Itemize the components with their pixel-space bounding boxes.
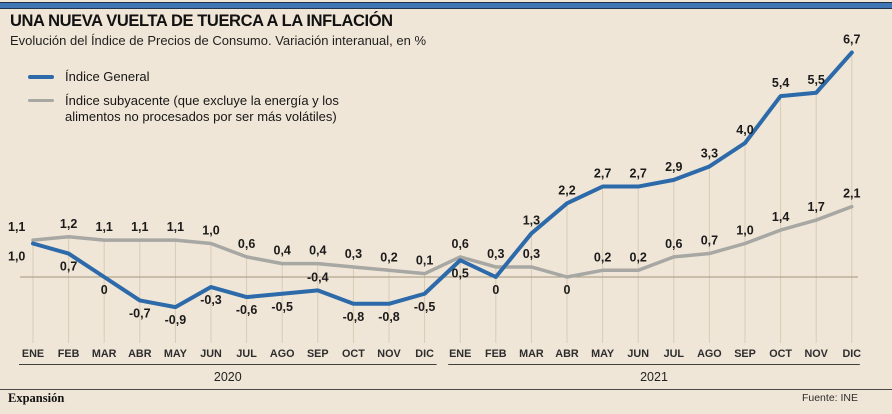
- data-label: 0,3: [523, 247, 540, 261]
- data-label: 0,6: [238, 237, 255, 251]
- data-label: 1,0: [736, 224, 753, 238]
- month-label: JUL: [664, 348, 685, 360]
- publisher-logo: Expansión: [8, 391, 65, 405]
- data-label: -0,5: [271, 300, 293, 314]
- data-label: 0,6: [665, 237, 682, 251]
- data-label: 2,2: [558, 183, 575, 197]
- month-label: AGO: [270, 348, 295, 360]
- month-label: JUN: [627, 348, 649, 360]
- line-swatch-subyacente: [28, 98, 54, 103]
- month-label: MAY: [591, 348, 615, 360]
- data-label: -0,9: [165, 313, 187, 327]
- month-label: DIC: [415, 348, 434, 360]
- data-label: 0: [492, 283, 499, 297]
- data-label: 0,3: [487, 247, 504, 261]
- gridlines: [32, 52, 853, 343]
- data-label: 0,6: [452, 237, 469, 251]
- data-label: 0,5: [452, 266, 469, 280]
- data-label: 1,0: [202, 224, 219, 238]
- data-label: 0: [564, 283, 571, 297]
- data-label: 2,9: [665, 160, 682, 174]
- data-label: 5,4: [772, 76, 789, 90]
- data-label: -0,8: [343, 310, 365, 324]
- data-label: 0: [101, 283, 108, 297]
- data-label: 0,4: [274, 244, 291, 258]
- data-label: 1,2: [60, 217, 77, 231]
- month-label: ENE: [449, 348, 471, 360]
- data-label: 0,2: [594, 250, 611, 264]
- month-label: OCT: [769, 348, 792, 360]
- month-label: NOV: [377, 348, 401, 360]
- month-label: ABR: [555, 348, 579, 360]
- data-labels-general: 1,00,70-0,7 -0,9-0,3-0,6 -0,5-0,4-0,8 -0,8-…: [8, 33, 861, 328]
- month-label: MAR: [519, 348, 544, 360]
- data-label: 1,1: [96, 220, 113, 234]
- data-label: 1,0: [8, 250, 25, 264]
- data-label: 1,1: [167, 220, 184, 234]
- data-label: -0,7: [129, 306, 151, 320]
- month-label: FEB: [58, 348, 80, 360]
- month-label: SEP: [307, 348, 329, 360]
- legend-item-general: Índice General: [28, 69, 339, 86]
- chart-subtitle: Evolución del Índice de Precios de Consu…: [10, 33, 426, 48]
- data-label: 1,7: [808, 200, 825, 214]
- footer-divider: [0, 389, 892, 390]
- line-indice-general: [31, 50, 854, 310]
- data-label: 1,1: [8, 220, 25, 234]
- year-label: 2021: [640, 370, 668, 384]
- data-label: 2,1: [843, 187, 860, 201]
- data-label: 0,1: [416, 254, 433, 268]
- month-label: MAY: [164, 348, 188, 360]
- month-label: AGO: [697, 348, 722, 360]
- data-label: 2,7: [594, 167, 611, 181]
- month-label: MAR: [92, 348, 117, 360]
- month-label: JUN: [200, 348, 222, 360]
- data-label: 0,4: [309, 244, 326, 258]
- year-label: 2020: [214, 370, 242, 384]
- line-indice-subyacente: [31, 204, 854, 279]
- data-label: -0,5: [414, 300, 436, 314]
- data-label: 3,3: [701, 146, 718, 160]
- data-label: 0,2: [630, 250, 647, 264]
- data-label: 2,7: [630, 167, 647, 181]
- data-labels-subyacente: 1,1 1,2 1,1 1,1 1,1 1,0 0,6 0,4 0,4 0,3 0,2 0,1 0,6 0…: [8, 187, 861, 297]
- data-label: 0,7: [701, 234, 718, 248]
- chart-title: UNA NUEVA VUELTA DE TUERCA A LA INFLACIÓ…: [10, 12, 393, 30]
- month-label: OCT: [342, 348, 365, 360]
- series-line-0: [31, 50, 854, 310]
- line-swatch-general: [28, 75, 54, 79]
- legend-item-subyacente: Índice subyacente (que excluye la energí…: [28, 93, 339, 126]
- data-label: 1,3: [523, 213, 540, 227]
- data-label: 4,0: [736, 123, 753, 137]
- legend-label-general: Índice General: [65, 69, 150, 84]
- legend-label-subyacente: Índice subyacente (que excluye la energí…: [65, 92, 339, 125]
- data-label: -0,3: [200, 293, 222, 307]
- month-label: ABR: [128, 348, 152, 360]
- data-label: 1,4: [772, 210, 789, 224]
- month-label: SEP: [734, 348, 756, 360]
- data-label: 1,1: [131, 220, 148, 234]
- data-label: 0,3: [345, 247, 362, 261]
- series-line-1: [31, 204, 854, 279]
- month-label: ENE: [22, 348, 44, 360]
- data-source: Fuente: INE: [801, 392, 858, 404]
- month-label: NOV: [804, 348, 828, 360]
- top-accent-bar: [0, 2, 892, 9]
- month-label: DIC: [842, 348, 861, 360]
- data-label: 6,7: [843, 33, 860, 47]
- data-label: 5,5: [808, 73, 825, 87]
- legend: Índice General Índice subyacente (que ex…: [28, 69, 339, 133]
- data-label: 0,2: [380, 250, 397, 264]
- data-label: -0,8: [378, 310, 400, 324]
- data-label: 0,7: [60, 260, 77, 274]
- x-axis: ENE FEB MAR ABR MAY JUN JUL AGO SEP OCT NOV DIC 2020…: [19, 348, 861, 384]
- data-label: -0,6: [236, 303, 258, 317]
- month-label: FEB: [485, 348, 507, 360]
- month-label: JUL: [236, 348, 257, 360]
- data-label: -0,4: [307, 270, 329, 284]
